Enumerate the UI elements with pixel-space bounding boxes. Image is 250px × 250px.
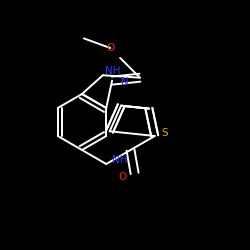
Text: O: O [106, 43, 114, 53]
Text: N: N [121, 76, 129, 86]
Text: O: O [118, 172, 127, 182]
Text: S: S [162, 128, 168, 138]
Text: NH: NH [112, 155, 128, 165]
Text: NH: NH [105, 66, 120, 76]
